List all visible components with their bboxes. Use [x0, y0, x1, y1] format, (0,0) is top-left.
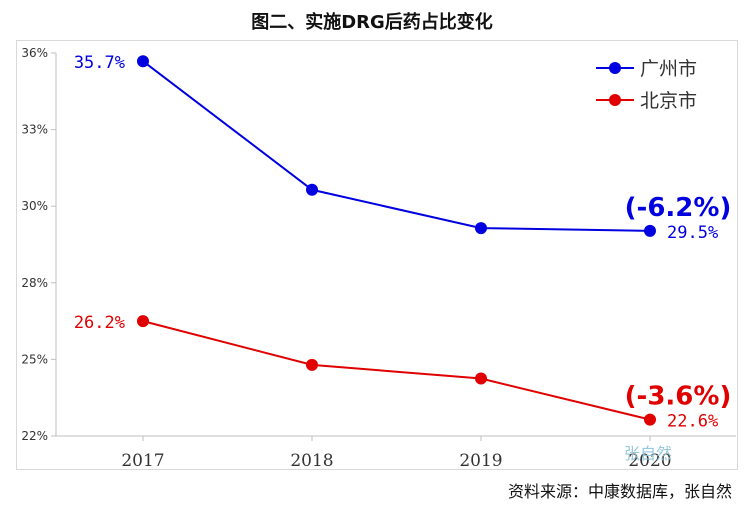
- x-tick-label: 2017: [121, 451, 164, 471]
- chart-title: 图二、实施DRG后药占比变化: [251, 12, 493, 33]
- change-annotation: (-6.2%): [625, 193, 732, 223]
- data-point: [475, 372, 487, 385]
- source-note: 资料来源：中康数据库，张自然: [507, 482, 732, 501]
- data-point: [644, 224, 656, 237]
- data-point: [137, 315, 149, 328]
- legend-label: 广州市: [640, 58, 697, 80]
- y-tick-label: 25%: [21, 352, 48, 366]
- data-label: 35.7%: [74, 53, 125, 73]
- data-point: [475, 222, 487, 235]
- y-tick-label: 28%: [21, 276, 48, 290]
- data-label: 29.5%: [667, 223, 718, 243]
- watermark: 张自然: [624, 444, 673, 463]
- x-tick-label: 2018: [290, 451, 333, 471]
- change-annotation: (-3.6%): [625, 382, 732, 412]
- data-label: 22.6%: [667, 412, 718, 432]
- legend-marker: [609, 94, 621, 106]
- y-tick-label: 33%: [21, 123, 48, 137]
- x-tick-label: 2020: [628, 451, 671, 471]
- data-point: [306, 358, 318, 371]
- data-point: [137, 55, 149, 68]
- y-tick-label: 36%: [21, 46, 48, 60]
- chart-frame: [16, 40, 738, 470]
- data-point: [644, 413, 656, 426]
- data-point: [306, 183, 318, 196]
- series-line-2: [142, 320, 651, 421]
- y-tick-label: 30%: [21, 199, 48, 213]
- series-line-1: [142, 60, 651, 232]
- y-tick-label: 22%: [21, 429, 48, 443]
- data-label: 26.2%: [74, 313, 125, 333]
- x-tick-label: 2019: [459, 451, 502, 471]
- legend-label: 北京市: [640, 90, 697, 112]
- legend-marker: [609, 62, 621, 74]
